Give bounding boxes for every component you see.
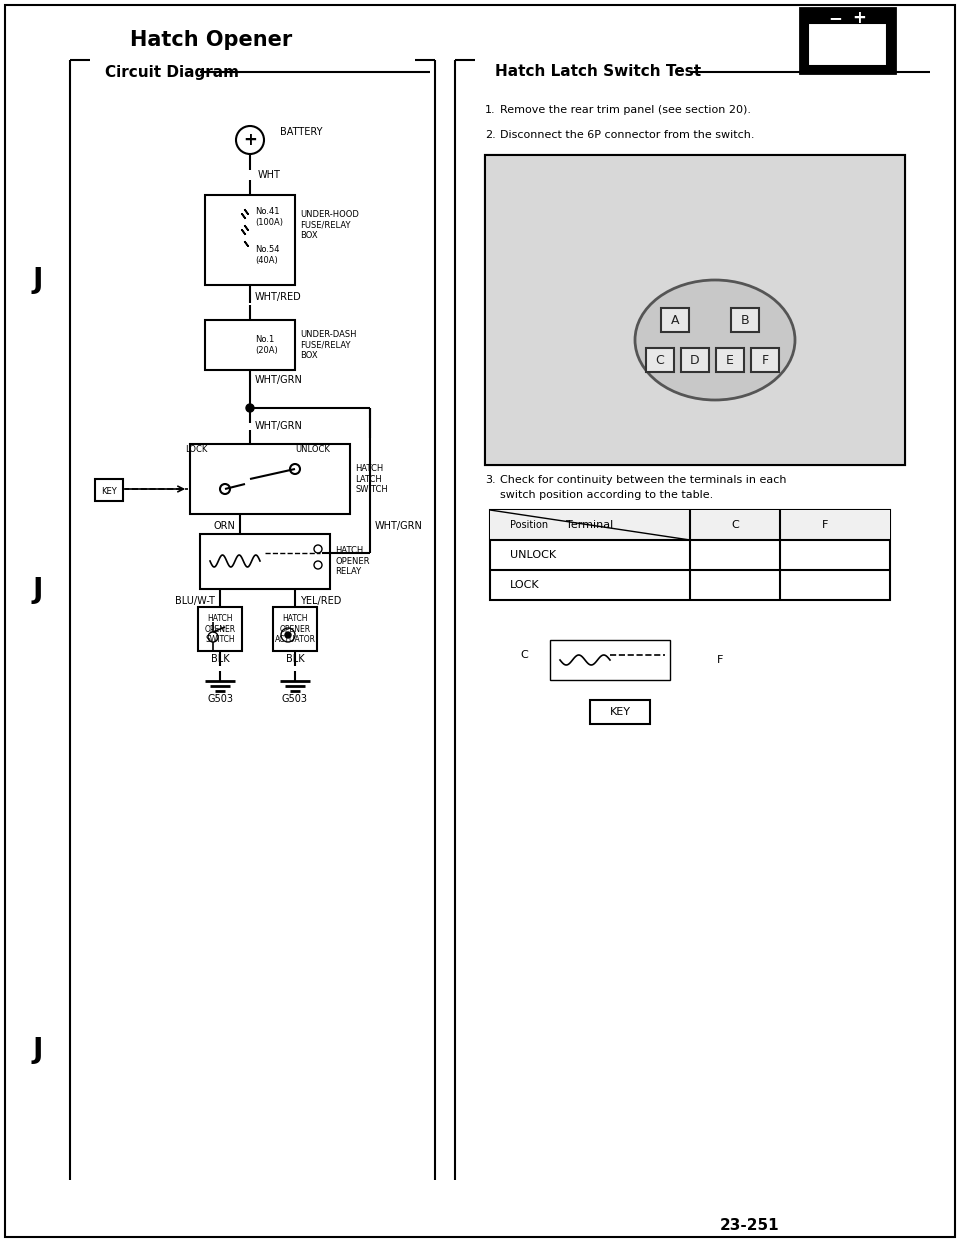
Text: +: + (852, 9, 866, 27)
Circle shape (314, 545, 322, 553)
Text: D: D (690, 354, 700, 366)
Text: C: C (520, 650, 528, 660)
Text: B: B (741, 313, 750, 327)
Text: C: C (656, 354, 664, 366)
Text: BATTERY: BATTERY (280, 127, 323, 137)
Bar (731, 308, 759, 332)
Bar (800, 7, 895, 73)
Text: Disconnect the 6P connector from the switch.: Disconnect the 6P connector from the swi… (500, 130, 755, 140)
Text: Terminal: Terminal (566, 520, 613, 530)
Bar (681, 348, 709, 373)
Bar (490, 510, 890, 540)
Bar (485, 155, 905, 465)
Text: UNDER-DASH
FUSE/RELAY
BOX: UNDER-DASH FUSE/RELAY BOX (300, 330, 356, 360)
Text: G503: G503 (207, 694, 233, 704)
Text: Check for continuity between the terminals in each: Check for continuity between the termina… (500, 474, 786, 484)
Text: Remove the rear trim panel (see section 20).: Remove the rear trim panel (see section … (500, 106, 751, 116)
Bar (205, 320, 295, 370)
Text: UNLOCK: UNLOCK (510, 550, 556, 560)
Text: LOCK: LOCK (510, 580, 540, 590)
Text: Hatch Latch Switch Test: Hatch Latch Switch Test (495, 65, 701, 79)
Text: +: + (243, 130, 257, 149)
Text: Circuit Diagram: Circuit Diagram (105, 65, 239, 79)
Text: E: E (726, 354, 734, 366)
Text: BLU/W-T: BLU/W-T (175, 596, 215, 606)
Bar (198, 607, 242, 651)
Text: KEY: KEY (101, 487, 117, 496)
Text: switch position according to the table.: switch position according to the table. (500, 491, 713, 501)
Text: 1.: 1. (485, 106, 495, 116)
Text: No.1
(20A): No.1 (20A) (255, 335, 277, 355)
Bar (646, 348, 674, 373)
Circle shape (281, 628, 295, 642)
Text: BLK: BLK (210, 655, 229, 664)
Text: Position: Position (510, 520, 548, 530)
Text: A: A (671, 313, 680, 327)
Text: 23-251: 23-251 (720, 1217, 780, 1232)
Bar (190, 443, 350, 514)
Text: BLK: BLK (286, 655, 304, 664)
Text: WHT/GRN: WHT/GRN (255, 375, 302, 385)
Text: J: J (33, 266, 43, 294)
Bar (200, 534, 330, 589)
Text: WHT: WHT (258, 170, 281, 180)
Bar (95, 479, 123, 501)
Text: WHT/GRN: WHT/GRN (375, 520, 422, 532)
Text: 3.: 3. (485, 474, 495, 484)
Text: J: J (33, 576, 43, 604)
Circle shape (208, 632, 218, 642)
Text: HATCH
OPENER
RELAY: HATCH OPENER RELAY (335, 546, 370, 576)
Text: F: F (717, 655, 723, 664)
Bar (716, 348, 744, 373)
Ellipse shape (635, 279, 795, 400)
Text: −: − (828, 9, 842, 27)
Bar (550, 640, 670, 681)
Text: ORN: ORN (213, 520, 235, 532)
Bar (485, 155, 905, 465)
Text: No.41
(100A): No.41 (100A) (255, 207, 283, 227)
Text: F: F (822, 520, 828, 530)
Circle shape (220, 484, 230, 494)
Text: LOCK: LOCK (185, 445, 207, 453)
Bar (490, 510, 890, 600)
Text: HATCH
OPENER
SWITCH: HATCH OPENER SWITCH (204, 614, 235, 643)
Circle shape (314, 561, 322, 569)
Text: G503: G503 (282, 694, 308, 704)
Text: HATCH
LATCH
SWITCH: HATCH LATCH SWITCH (355, 465, 388, 494)
Circle shape (246, 404, 254, 412)
Text: WHT/GRN: WHT/GRN (255, 421, 302, 431)
Bar (661, 308, 689, 332)
Text: No.54
(40A): No.54 (40A) (255, 246, 279, 265)
Circle shape (290, 465, 300, 474)
Text: F: F (761, 354, 769, 366)
Bar (751, 348, 779, 373)
Text: C: C (732, 520, 739, 530)
Text: 2.: 2. (485, 130, 495, 140)
Text: HATCH
OPENER
ACTUATOR: HATCH OPENER ACTUATOR (275, 614, 316, 643)
Text: J: J (33, 1036, 43, 1064)
Text: UNLOCK: UNLOCK (295, 445, 330, 453)
Text: KEY: KEY (610, 707, 631, 717)
Bar (808, 24, 887, 66)
Circle shape (236, 125, 264, 154)
Text: WHT/RED: WHT/RED (255, 292, 301, 302)
Circle shape (285, 632, 291, 638)
Bar (273, 607, 317, 651)
Bar (205, 195, 295, 284)
Bar (590, 700, 650, 724)
Text: UNDER-HOOD
FUSE/RELAY
BOX: UNDER-HOOD FUSE/RELAY BOX (300, 210, 359, 240)
Text: YEL/RED: YEL/RED (300, 596, 342, 606)
Text: Hatch Opener: Hatch Opener (130, 30, 292, 50)
